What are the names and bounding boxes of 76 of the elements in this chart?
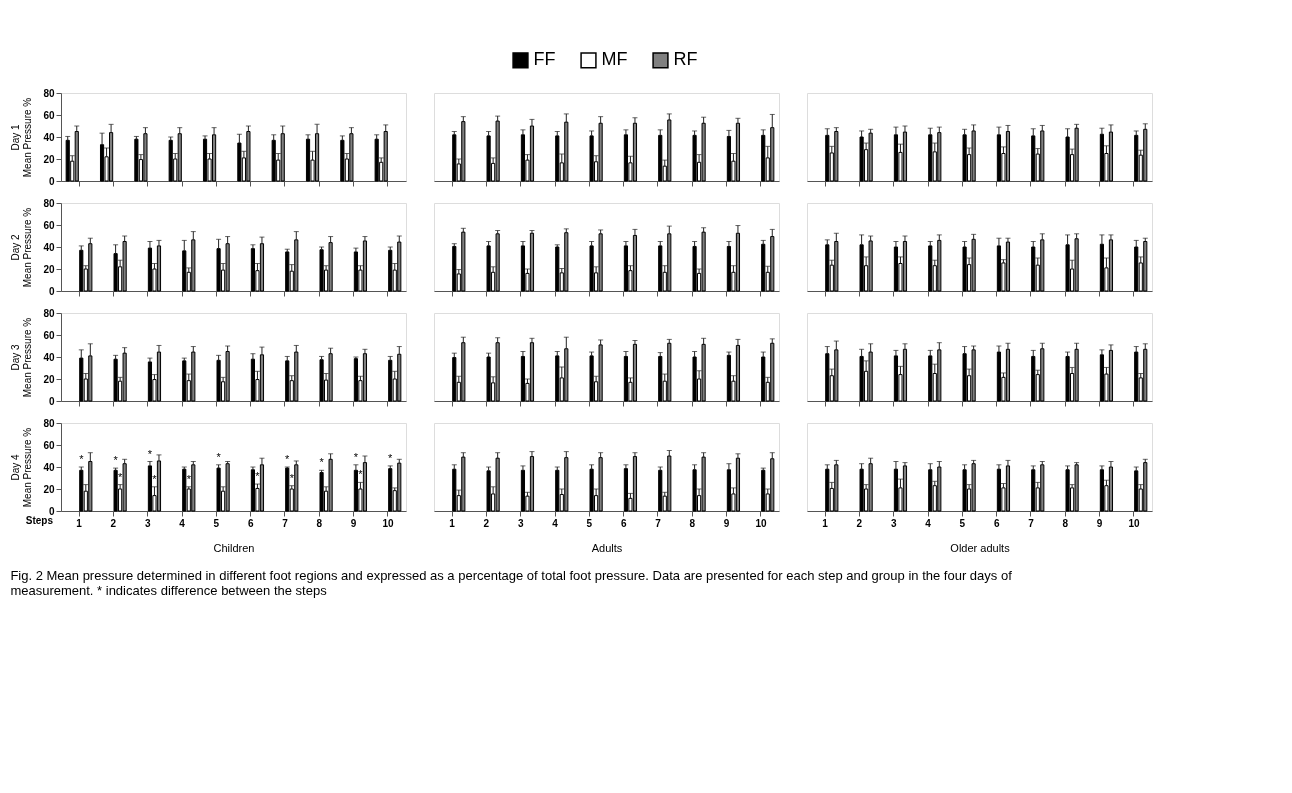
x-tick-label: 3	[144, 517, 151, 529]
legend-label: RF	[673, 49, 698, 70]
x-tick-label: 10	[755, 517, 767, 529]
x-tick-label: 6	[247, 517, 254, 529]
data-label: *	[79, 453, 85, 465]
y-tick-label: 60	[43, 109, 55, 121]
x-tick-label: 6	[620, 517, 627, 529]
data-label: *	[285, 453, 291, 465]
x-axis-title: Children	[213, 541, 255, 554]
y-tick-label: 0	[48, 285, 55, 297]
x-tick-label: 2	[483, 517, 490, 529]
x-tick-label: 2	[110, 517, 117, 529]
y-axis-title: Day 4 Mean Pressure %	[10, 427, 34, 508]
y-tick-label: 80	[43, 87, 55, 99]
x-tick-label: 5	[586, 517, 593, 529]
x-axis-title: Adults	[591, 541, 623, 554]
text: Steps	[25, 515, 54, 526]
y-tick-label: 0	[48, 505, 55, 517]
data-label: *	[117, 470, 123, 483]
y-tick-label: 0	[48, 175, 55, 187]
x-tick-label: 4	[925, 517, 932, 529]
y-tick-label: 40	[43, 461, 55, 473]
x-tick-label: 7	[1028, 517, 1035, 529]
x-tick-label: 3	[517, 517, 524, 529]
data-label: *	[152, 472, 158, 485]
x-tick-label: 6	[993, 517, 1000, 529]
x-tick-label: 5	[213, 517, 220, 529]
y-axis-title: Day 1 Mean Pressure %	[10, 97, 34, 178]
data-label: *	[113, 454, 119, 467]
x-tick-label: 7	[655, 517, 662, 529]
x-tick-label: 10	[382, 517, 394, 529]
x-tick-label: 4	[552, 517, 559, 529]
data-label: *	[353, 450, 359, 463]
x-tick-label: 9	[1096, 517, 1103, 529]
data-label: *	[255, 470, 261, 483]
data-label: *	[147, 447, 153, 460]
x-tick-label: 2	[856, 517, 863, 529]
x-axis-title: Older adults	[950, 541, 1011, 554]
y-axis-title: Day 3 Mean Pressure %	[10, 317, 34, 398]
data-label: *	[186, 472, 192, 485]
data-label: *	[216, 450, 222, 463]
x-tick-label: 3	[890, 517, 897, 529]
legend-label: MF	[601, 49, 628, 70]
caption: Fig. 2 Mean pressure determined in different foot regions and expressed as a percentage of total foot pressure. Data are presented for each step and group in the four days of measurement. * indicates difference between the steps	[10, 567, 1013, 598]
y-tick-label: 0	[48, 395, 55, 407]
x-tick-label: 1	[822, 517, 829, 529]
x-tick-label: 10	[1128, 517, 1140, 529]
y-tick-label: 20	[43, 373, 55, 385]
y-tick-label: 60	[43, 329, 55, 341]
y-tick-label: 40	[43, 351, 55, 363]
data-label: *	[289, 471, 295, 484]
x-tick-label: 8	[689, 517, 696, 529]
x-tick-label: 1	[76, 517, 83, 529]
x-tick-label: 8	[316, 517, 323, 529]
y-axis-title: Day 2 Mean Pressure %	[10, 207, 34, 288]
y-tick-label: 60	[43, 439, 55, 451]
x-tick-label: 8	[1062, 517, 1069, 529]
x-tick-label: 5	[959, 517, 966, 529]
y-tick-label: 80	[43, 307, 55, 319]
y-tick-label: 40	[43, 241, 55, 253]
x-tick-label: 7	[282, 517, 289, 529]
x-tick-label: 1	[449, 517, 456, 529]
y-tick-label: 40	[43, 131, 55, 143]
x-tick-label: 9	[350, 517, 357, 529]
y-tick-label: 80	[43, 417, 55, 429]
y-tick-label: 20	[43, 483, 55, 495]
y-tick-label: 80	[43, 197, 55, 209]
y-tick-label: 20	[43, 153, 55, 165]
x-tick-label: 4	[179, 517, 186, 529]
data-label: *	[319, 456, 325, 469]
legend-label: FF	[533, 49, 556, 70]
data-label: *	[358, 468, 364, 481]
y-tick-label: 20	[43, 263, 55, 275]
y-tick-label: 60	[43, 219, 55, 231]
data-label: *	[388, 451, 394, 464]
x-tick-label: 9	[723, 517, 730, 529]
